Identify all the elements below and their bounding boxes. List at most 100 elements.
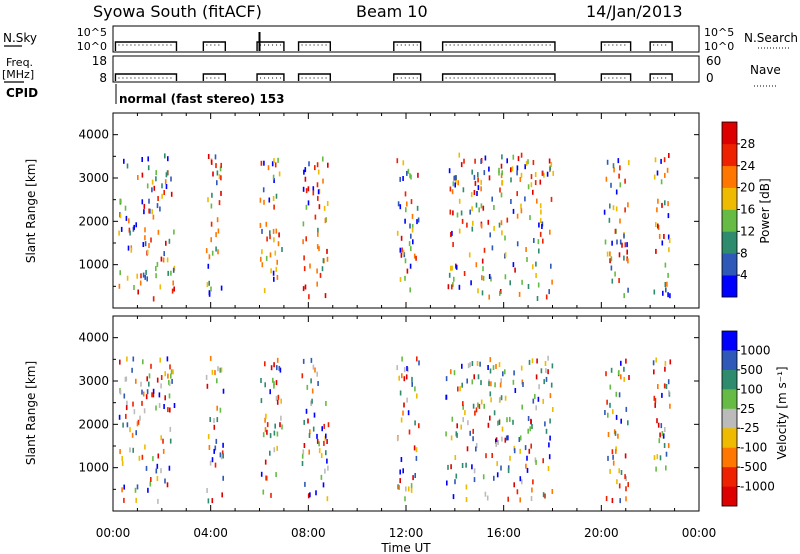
scatter-point [537,396,540,402]
scatter-point [488,175,491,181]
colorbar-frame [721,330,738,507]
scatter-point [305,204,308,210]
scatter-point [451,284,453,290]
scatter-point [452,494,455,500]
scatter-point [403,367,406,373]
scatter-point [265,221,268,227]
scatter-point [524,164,526,170]
scatter-point [528,359,531,365]
scatter-point [538,384,540,390]
scatter-point [455,264,458,270]
scatter-point [309,492,311,498]
scatter-point [450,265,452,271]
scatter-point [452,210,454,216]
scatter-point [208,291,211,297]
scatter-point [307,200,310,206]
scatter-point [666,281,668,287]
scatter-point [624,474,626,480]
scatter-point [669,403,671,409]
scatter-point [400,457,403,462]
scatter-point [160,468,162,474]
scatter-point [207,498,210,504]
scatter-point [550,162,553,167]
scatter-point [626,249,628,255]
scatter-point [218,200,221,206]
scatter-point [448,168,451,174]
scatter-point [406,366,408,371]
scatter-point [532,189,534,195]
step-segment-0 [114,73,178,81]
scatter-point [506,217,509,223]
scatter-point [316,268,318,274]
scatter-point [416,393,418,399]
scatter-point [544,361,547,366]
scatter-point [500,378,502,384]
beam-title: Beam 10 [356,2,428,21]
scatter-point [527,428,529,434]
scatter-point [606,159,609,165]
scatter-point [151,187,153,193]
scatter-point [603,209,606,215]
scatter-point [307,493,310,499]
scatter-point [612,163,615,169]
scatter-point [663,443,666,448]
colorbar-tick-label: 500 [740,363,763,377]
scatter-point [450,232,452,237]
scatter-point [446,480,448,486]
scatter-point [504,252,507,258]
scatter-point [399,247,402,253]
scatter-point [488,274,491,279]
scatter-point [399,478,401,484]
step-segment-4 [393,41,422,51]
scatter-point [157,229,160,235]
scatter-point [664,360,667,366]
scatter-point [609,258,611,264]
scatter-point [157,498,159,504]
scatter-point [513,448,516,454]
scatter-point [213,448,215,454]
scatter-point [624,178,626,184]
scatter-point [475,443,478,448]
scatter-point [312,186,315,192]
scatter-point [168,393,171,399]
scatter-point [474,410,476,416]
colorbar-swatch [722,486,737,507]
scatter-point [406,201,408,207]
scatter-point [301,373,304,379]
colorbar-tick-label: 20 [740,181,755,195]
scatter-point [170,373,172,379]
scatter-point [119,449,121,455]
scatter-point [168,379,170,385]
scatter-point [219,367,222,373]
scatter-point [490,276,492,282]
scatter-point [548,158,551,164]
scatter-point [264,361,266,367]
scatter-point [537,282,540,288]
scatter-point [146,376,148,382]
scatter-point [273,178,275,183]
scatter-point [160,435,162,441]
scatter-point [211,369,214,375]
power-y-ticks: 1000 2000 3000 4000 [78,128,699,287]
scatter-point [445,394,448,400]
cpid-label: CPID [6,86,38,100]
power-x-ticks [112,113,700,308]
scatter-point [269,230,271,236]
scatter-point [323,423,325,429]
scatter-point [216,180,218,186]
scatter-point [150,477,152,482]
scatter-point [551,489,554,494]
scatter-point [410,483,413,489]
scatter-point [458,284,461,290]
scatter-point [264,417,266,423]
scatter-point [618,173,620,179]
scatter-point [653,369,655,375]
scatter-point [143,203,146,209]
scatter-point [482,275,485,281]
scatter-point [415,255,417,261]
scatter-point [525,463,527,469]
scatter-point [660,179,663,185]
scatter-point [317,231,319,237]
scatter-point [145,269,147,275]
scatter-point [663,157,666,163]
